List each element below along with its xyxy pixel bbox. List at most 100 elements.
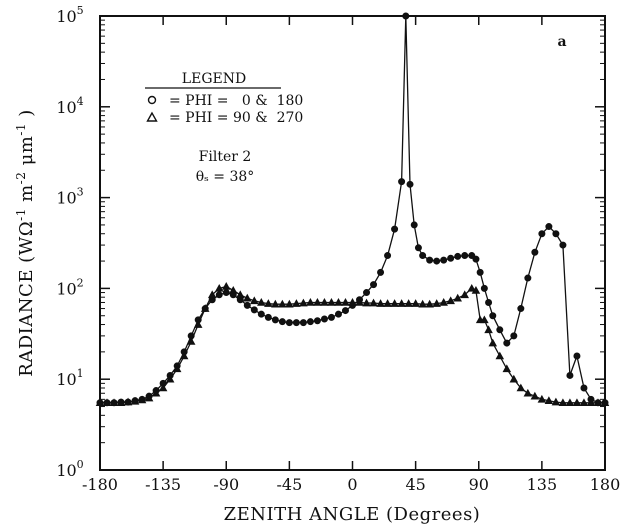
x-tick-label: -90 — [213, 475, 239, 494]
data-point-circle — [552, 230, 560, 238]
data-point-triangle — [516, 383, 526, 392]
data-point-triangle — [313, 298, 322, 306]
data-point-triangle — [116, 398, 126, 407]
data-point-triangle — [484, 325, 493, 334]
data-point-circle — [306, 318, 314, 326]
data-point-circle — [334, 310, 342, 318]
data-point-circle — [426, 256, 434, 264]
y-tick-label: 105 — [56, 4, 83, 26]
x-tick-label: 90 — [469, 475, 489, 494]
x-tick-label: -180 — [82, 475, 118, 494]
panel-label: a — [557, 34, 566, 50]
plot-frame — [99, 15, 606, 471]
data-point-circle — [538, 230, 546, 238]
x-tick-label: 45 — [405, 475, 425, 494]
data-point-circle — [545, 223, 553, 231]
data-point-circle — [480, 284, 488, 292]
data-series — [95, 12, 610, 407]
data-point-circle — [299, 319, 307, 327]
y-tick-label: 104 — [56, 95, 83, 117]
data-point-circle — [580, 384, 588, 392]
data-point-triangle — [600, 398, 610, 407]
data-point-triangle — [264, 299, 273, 307]
data-point-triangle — [172, 364, 182, 373]
data-point-triangle — [137, 395, 147, 404]
data-point-triangle — [390, 299, 399, 307]
data-point-circle — [320, 315, 328, 323]
data-point-triangle — [369, 298, 378, 307]
data-point-circle — [313, 317, 321, 325]
legend-circle-marker — [147, 95, 157, 105]
data-point-triangle — [306, 298, 315, 306]
data-point-triangle — [320, 298, 329, 306]
data-point-circle — [440, 256, 448, 264]
annotation-solar-angle: θₛ = 38° — [196, 169, 255, 185]
data-point-circle — [485, 298, 493, 306]
data-point-triangle — [341, 298, 350, 306]
data-point-circle — [419, 252, 427, 260]
data-point-triangle — [348, 298, 357, 306]
data-point-triangle — [95, 398, 105, 407]
data-point-triangle — [432, 299, 441, 307]
data-point-triangle — [123, 397, 133, 406]
data-point-triangle — [551, 397, 561, 406]
data-point-circle — [391, 225, 399, 233]
data-point-triangle — [530, 391, 540, 400]
data-point-triangle — [179, 351, 189, 360]
y-axis-title: RADIANCE (WΩ-1 m-2 μm-1 ) — [14, 109, 37, 377]
data-point-triangle — [586, 398, 596, 407]
data-point-circle — [215, 291, 223, 299]
data-point-triangle — [537, 394, 547, 403]
data-point-circle — [264, 313, 272, 321]
data-point-triangle — [278, 299, 287, 308]
data-point-circle — [257, 310, 265, 318]
x-tick-label: 135 — [527, 475, 558, 494]
y-tick-label: 101 — [56, 367, 83, 389]
data-point-circle — [524, 274, 532, 282]
data-point-circle — [278, 318, 286, 326]
data-point-triangle — [593, 398, 603, 407]
y-tick-label: 100 — [56, 458, 83, 480]
data-point-triangle — [558, 398, 568, 407]
data-point-triangle — [214, 283, 224, 292]
data-point-triangle — [488, 338, 498, 347]
data-point-circle — [559, 241, 567, 249]
data-point-circle — [327, 313, 335, 321]
data-point-triangle — [480, 315, 489, 324]
data-point-circle — [447, 254, 455, 262]
data-point-triangle — [221, 282, 231, 290]
data-point-triangle — [404, 299, 413, 307]
data-point-triangle — [165, 374, 175, 383]
data-point-circle — [454, 252, 462, 260]
data-point-circle — [566, 371, 574, 379]
annotation-filter: Filter 2 — [199, 149, 252, 165]
data-point-circle — [517, 305, 525, 313]
data-point-circle — [414, 244, 422, 252]
data-point-triangle — [376, 299, 385, 307]
data-point-circle — [503, 339, 511, 347]
data-point-triangle — [271, 299, 280, 308]
series-line-phi-0-180 — [100, 15, 605, 404]
data-point-triangle — [285, 299, 294, 308]
data-point-triangle — [397, 299, 406, 307]
data-point-triangle — [425, 299, 434, 308]
data-point-circle — [410, 221, 418, 229]
data-point-circle — [292, 319, 300, 327]
data-point-triangle — [207, 290, 217, 299]
data-point-triangle — [109, 398, 119, 407]
legend: LEGEND = PHI = 0 & 180 = PHI = 90 & 270 … — [145, 71, 303, 185]
data-point-triangle — [327, 298, 336, 306]
data-point-triangle — [334, 298, 343, 306]
data-point-circle — [222, 289, 230, 297]
legend-title: LEGEND — [182, 71, 246, 87]
data-point-triangle — [186, 337, 196, 345]
data-point-circle — [496, 326, 504, 334]
y-tick-label: 102 — [56, 276, 83, 298]
data-point-triangle — [151, 388, 161, 397]
y-tick-label: 103 — [56, 186, 83, 208]
data-point-triangle — [572, 398, 582, 407]
data-point-triangle — [446, 296, 455, 305]
data-point-triangle — [439, 298, 448, 306]
data-point-circle — [531, 248, 539, 256]
data-point-circle — [370, 281, 378, 289]
